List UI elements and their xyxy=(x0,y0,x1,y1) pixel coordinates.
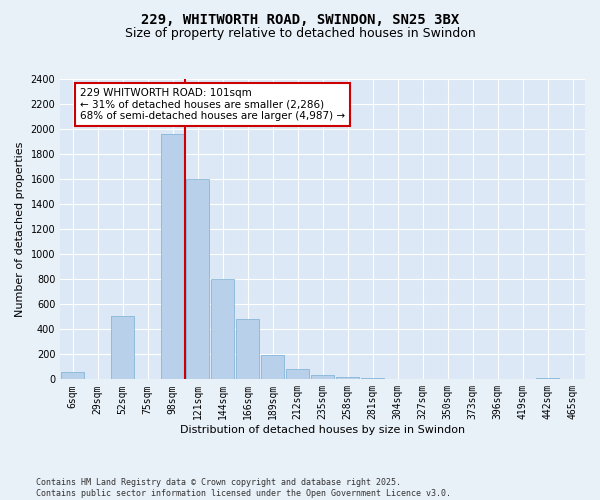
Bar xyxy=(112,316,134,380)
Bar xyxy=(361,378,384,380)
Bar xyxy=(61,372,84,380)
Bar xyxy=(161,134,184,380)
Bar xyxy=(211,279,234,380)
Bar xyxy=(236,320,259,380)
Bar xyxy=(386,378,409,380)
X-axis label: Distribution of detached houses by size in Swindon: Distribution of detached houses by size … xyxy=(180,425,465,435)
Bar xyxy=(536,378,559,380)
Bar xyxy=(187,179,209,380)
Bar xyxy=(337,376,359,380)
Text: Contains HM Land Registry data © Crown copyright and database right 2025.
Contai: Contains HM Land Registry data © Crown c… xyxy=(36,478,451,498)
Bar xyxy=(286,370,309,380)
Text: Size of property relative to detached houses in Swindon: Size of property relative to detached ho… xyxy=(125,28,475,40)
Y-axis label: Number of detached properties: Number of detached properties xyxy=(15,142,25,317)
Bar xyxy=(262,355,284,380)
Bar xyxy=(311,374,334,380)
Text: 229 WHITWORTH ROAD: 101sqm
← 31% of detached houses are smaller (2,286)
68% of s: 229 WHITWORTH ROAD: 101sqm ← 31% of deta… xyxy=(80,88,345,121)
Text: 229, WHITWORTH ROAD, SWINDON, SN25 3BX: 229, WHITWORTH ROAD, SWINDON, SN25 3BX xyxy=(141,12,459,26)
